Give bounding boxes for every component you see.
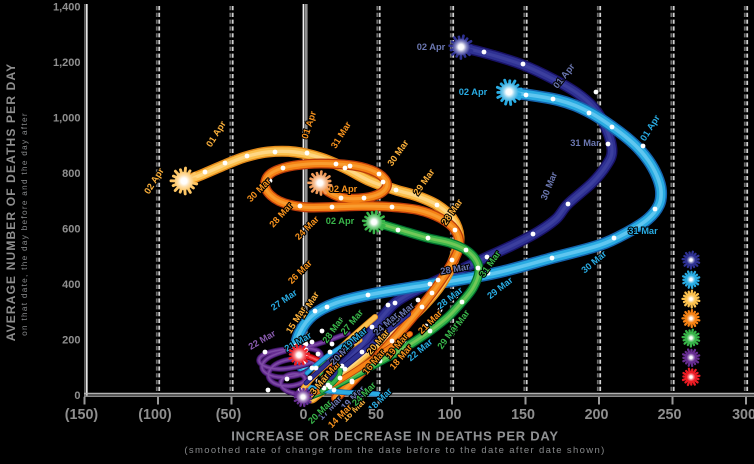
svg-text:31 Mar: 31 Mar [570,138,600,148]
svg-text:400: 400 [62,279,80,291]
svg-text:1,000: 1,000 [53,112,81,124]
svg-text:on that date, the day before a: on that date, the day before and the day… [20,112,29,336]
svg-text:200: 200 [585,407,609,423]
svg-text:02 Apr: 02 Apr [326,216,355,226]
svg-text:31 Mar: 31 Mar [628,226,658,236]
svg-text:02 Apr: 02 Apr [329,184,358,194]
svg-text:02 Apr: 02 Apr [417,42,446,52]
svg-text:800: 800 [62,168,80,180]
svg-text:100: 100 [438,407,462,423]
svg-text:02 Apr: 02 Apr [459,87,488,97]
svg-text:250: 250 [658,407,682,423]
svg-text:02 Apr: 02 Apr [417,42,446,52]
svg-text:(50): (50) [216,407,242,423]
svg-text:50: 50 [368,407,384,423]
svg-text:(150): (150) [65,407,99,423]
svg-text:1,400: 1,400 [53,1,81,13]
svg-text:200: 200 [62,334,80,346]
svg-text:150: 150 [511,407,535,423]
svg-text:AVERAGE NUMBER OF DEATHS PER D: AVERAGE NUMBER OF DEATHS PER DAY [4,63,18,342]
svg-text:31 Mar: 31 Mar [570,138,600,148]
svg-text:0: 0 [300,407,308,423]
svg-text:INCREASE OR DECREASE IN DEATHS: INCREASE OR DECREASE IN DEATHS PER DAY [231,429,559,444]
svg-text:02 Apr: 02 Apr [329,184,358,194]
svg-text:02 Apr: 02 Apr [326,216,355,226]
svg-text:300: 300 [732,407,754,423]
svg-text:600: 600 [62,223,80,235]
svg-text:(100): (100) [138,407,172,423]
svg-text:1,200: 1,200 [53,57,81,69]
svg-text:0: 0 [74,390,80,402]
svg-text:(smoothed rate of change from: (smoothed rate of change from the date b… [184,445,605,456]
svg-text:31 Mar: 31 Mar [628,226,658,236]
svg-text:02 Apr: 02 Apr [459,87,488,97]
